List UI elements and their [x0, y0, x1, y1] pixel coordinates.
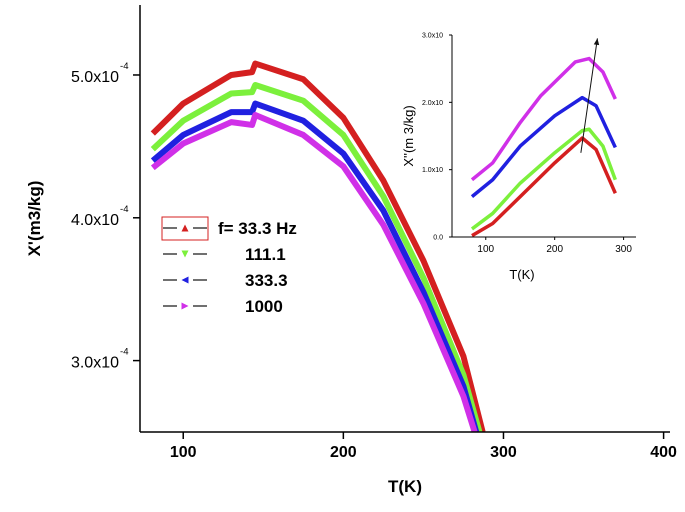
- series-line-333.3: [150, 100, 480, 432]
- legend: f= 33.3 Hz 111.1 333.3 1000: [161, 216, 297, 316]
- inset-plot: 100 200 300 0.0 1.0x10 2.0x10 3.0x10 T(K) X''(m …: [401, 33, 636, 282]
- series-line-111.1: [150, 81, 483, 432]
- y-tick-label: 2.0x10: [422, 100, 443, 107]
- series-line-1000: [150, 111, 478, 432]
- legend-marker-triangle-up: [181, 224, 189, 232]
- series-line-0: [470, 56, 617, 182]
- legend-marker-triangle-down: [181, 250, 189, 258]
- legend-label: 1000: [245, 297, 283, 316]
- legend-label: 333.3: [245, 271, 288, 290]
- y-axis-label: X''(m 3/kg): [401, 105, 416, 166]
- legend-label: f= 33.3 Hz: [218, 219, 297, 238]
- x-tick-label: 300: [615, 244, 632, 255]
- series-line-2: [470, 127, 617, 231]
- x-axis-label: T(K): [509, 267, 534, 282]
- legend-marker-triangle-right: [181, 302, 189, 310]
- y-tick-label: 0.0: [433, 235, 443, 242]
- x-tick-label: 100: [477, 244, 494, 255]
- x-tick-label: 300: [490, 444, 517, 461]
- y-axis-label: X'(m3/kg): [25, 181, 44, 257]
- y-tick-exponent: -4: [120, 347, 129, 358]
- y-tick-label: 4.0x10: [71, 212, 119, 229]
- legend-highlight-box: [161, 216, 209, 241]
- trend-arrow: [580, 38, 598, 153]
- x-axis-label: T(K): [388, 477, 422, 496]
- legend-label: 111.1: [245, 245, 286, 264]
- y-tick-exponent: -4: [120, 61, 129, 72]
- x-tick-label: 100: [170, 444, 197, 461]
- series-line-3: [471, 136, 617, 237]
- y-tick-label: 3.0x10: [71, 355, 119, 372]
- series-line-33.3: [150, 60, 486, 432]
- y-tick-label: 1.0x10: [422, 167, 443, 174]
- legend-marker-triangle-left: [181, 276, 189, 284]
- y-tick-exponent: -4: [120, 204, 129, 215]
- trend-arrow-head: [593, 38, 600, 46]
- y-tick-label: 5.0x10: [71, 69, 119, 86]
- x-tick-label: 200: [546, 244, 563, 255]
- x-tick-label: 400: [650, 444, 677, 461]
- y-tick-label: 3.0x10: [422, 33, 443, 40]
- series-line-1: [470, 95, 617, 198]
- x-tick-label: 200: [330, 444, 357, 461]
- main-plot: 100 200 300 4003.0x10-44.0x10-45.0x10-4T(K)…: [25, 5, 677, 496]
